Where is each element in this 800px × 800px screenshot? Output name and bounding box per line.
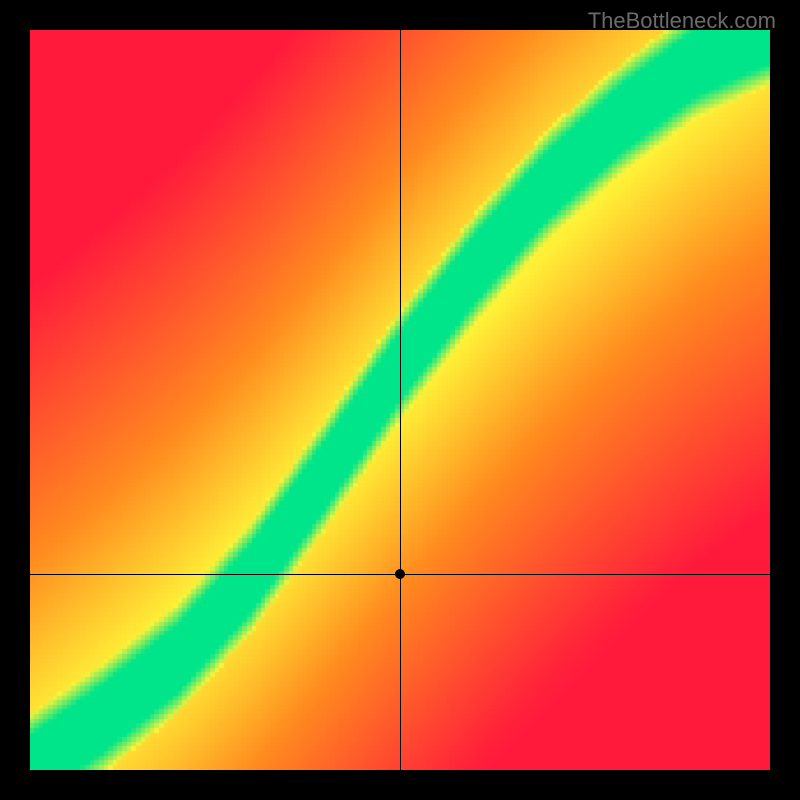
marker-dot: [395, 569, 405, 579]
watermark-text: TheBottleneck.com: [588, 8, 776, 34]
crosshair-vertical: [400, 30, 401, 770]
heatmap-plot: [30, 30, 770, 770]
